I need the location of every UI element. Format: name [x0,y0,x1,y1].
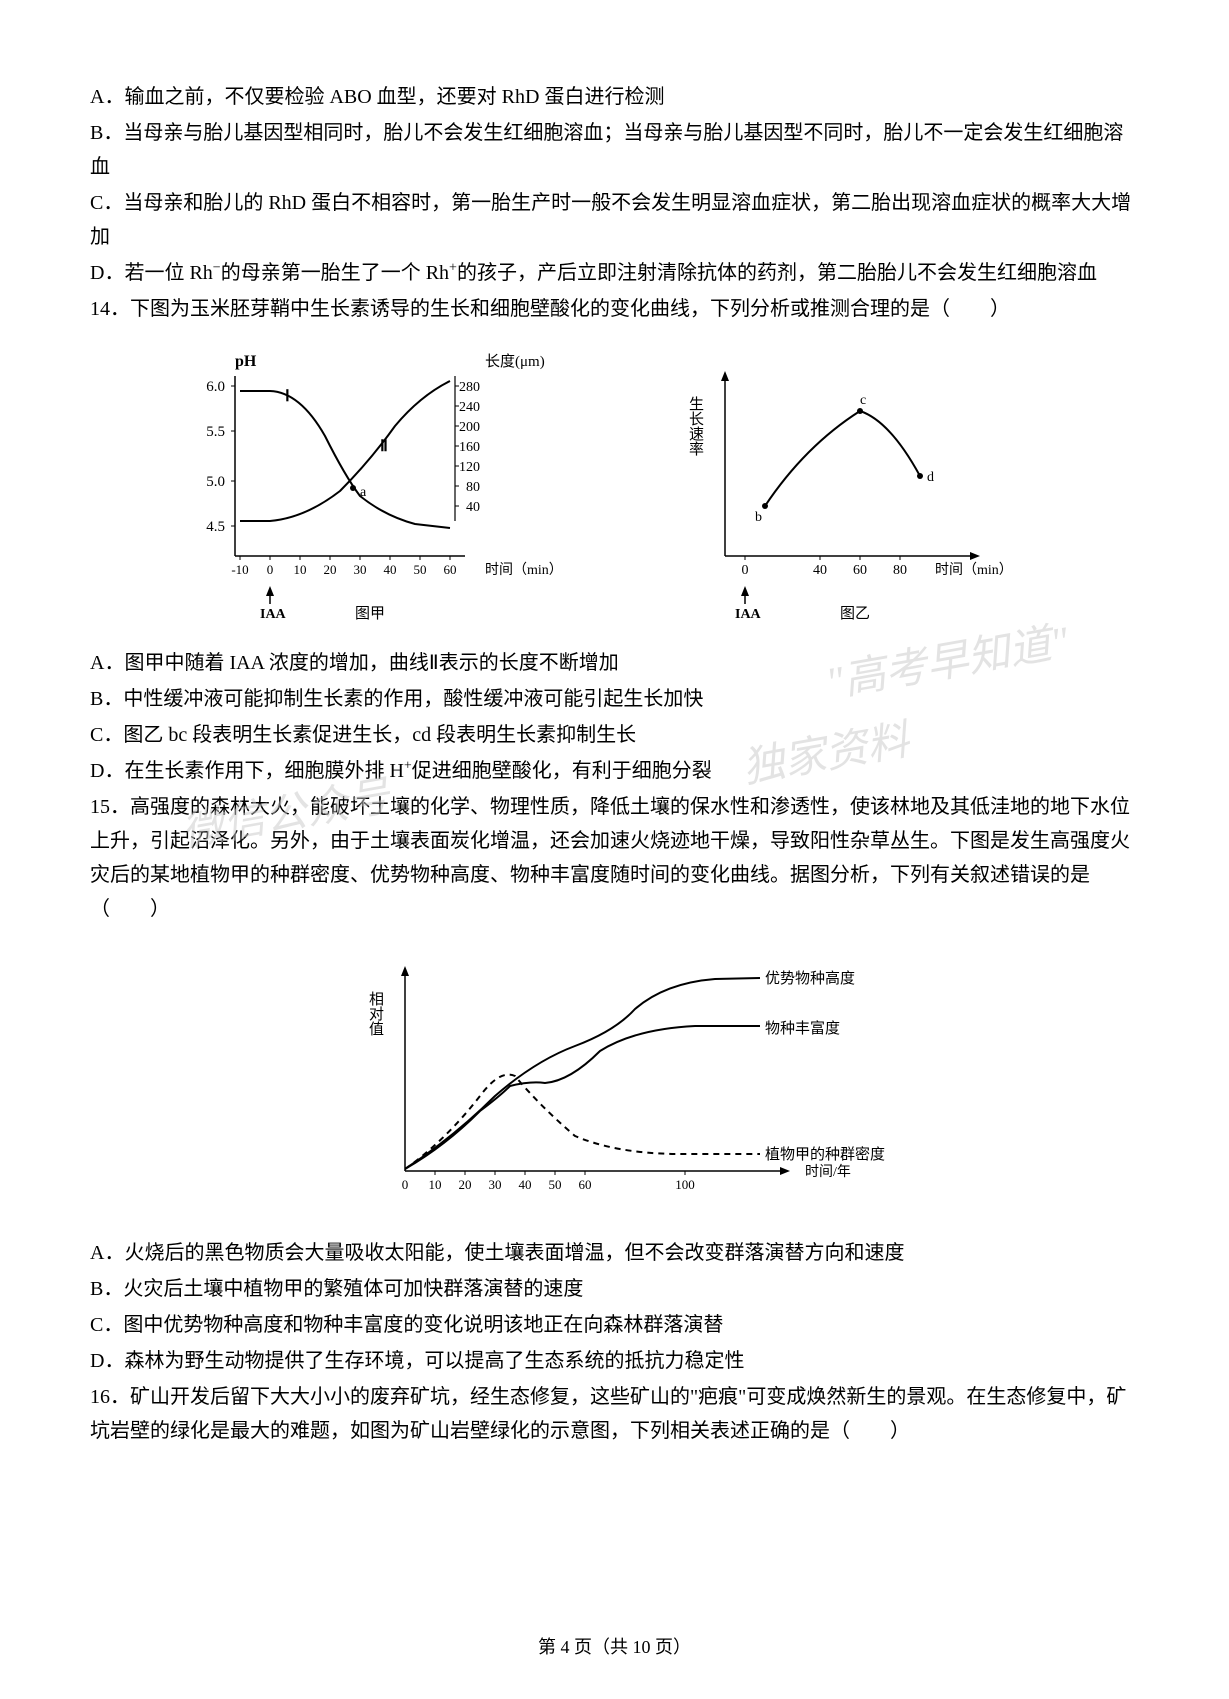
svg-text:Ⅱ: Ⅱ [380,438,388,455]
q15-opt-b: B．火灾后土壤中植物甲的繁殖体可加快群落演替的速度 [90,1272,1139,1306]
svg-text:60: 60 [853,563,867,578]
q15-opt-d: D．森林为野生动物提供了生存环境，可以提高了生态系统的抵抗力稳定性 [90,1344,1139,1378]
q15-opt-a: A．火烧后的黑色物质会大量吸收太阳能，使土壤表面增温，但不会改变群落演替方向和速… [90,1236,1139,1270]
page-footer: 第 4 页（共 10 页） [0,1633,1229,1659]
svg-text:80: 80 [893,563,907,578]
svg-text:c: c [860,393,866,408]
q14-opt-c: C．图乙 bc 段表明生长素促进生长，cd 段表明生长素抑制生长 [90,718,1139,752]
svg-text:50: 50 [548,1177,561,1192]
q15-opt-c: C．图中优势物种高度和物种丰富度的变化说明该地正在向森林群落演替 [90,1308,1139,1342]
svg-text:240: 240 [459,400,480,415]
q13-opt-a: A．输血之前，不仅要检验 ABO 血型，还要对 RhD 蛋白进行检测 [90,80,1139,114]
svg-text:d: d [927,470,934,485]
svg-text:160: 160 [459,440,480,455]
svg-text:40: 40 [383,562,396,577]
svg-text:Ⅰ: Ⅰ [285,388,290,405]
svg-text:图乙: 图乙 [840,605,870,622]
svg-text:IAA: IAA [735,607,762,622]
q13-opt-c: C．当母亲和胎儿的 RhD 蛋白不相容时，第一胎生产时一般不会发生明显溶血症状，… [90,186,1139,254]
svg-text:生长速率: 生长速率 [687,396,704,456]
svg-text:20: 20 [323,562,336,577]
q14-opt-b: B．中性缓冲液可能抑制生长素的作用，酸性缓冲液可能引起生长加快 [90,682,1139,716]
svg-text:物种丰富度: 物种丰富度 [765,1019,840,1037]
svg-text:10: 10 [428,1177,441,1192]
svg-text:80: 80 [466,480,480,495]
svg-text:a: a [360,485,367,500]
svg-text:pH: pH [235,353,257,370]
svg-text:50: 50 [413,562,426,577]
svg-text:长度(μm): 长度(μm) [485,353,545,370]
svg-text:40: 40 [466,500,480,515]
svg-text:图甲: 图甲 [355,605,385,622]
svg-text:0: 0 [266,562,273,577]
svg-text:时间/年: 时间/年 [805,1164,851,1180]
svg-text:4.5: 4.5 [206,519,225,535]
svg-text:时间（min）: 时间（min） [485,562,563,578]
svg-text:100: 100 [675,1177,695,1192]
svg-text:20: 20 [458,1177,471,1192]
svg-text:120: 120 [459,460,480,475]
svg-text:0: 0 [401,1177,408,1192]
svg-text:10: 10 [293,562,306,577]
q16-stem: 16．矿山开发后留下大大小小的废弃矿坑，经生态修复，这些矿山的"疤痕"可变成焕然… [90,1380,1139,1448]
svg-text:40: 40 [518,1177,531,1192]
svg-text:280: 280 [459,380,480,395]
svg-text:60: 60 [578,1177,591,1192]
svg-text:0: 0 [741,563,748,578]
svg-text:b: b [755,510,762,525]
chart-yi: 生长速率 0 40 60 80 时间（min） IAA 图乙 b c d [665,346,1045,626]
svg-text:6.0: 6.0 [206,379,225,395]
chart-jia: pH 6.0 5.5 5.0 4.5 长度(μm) 280 240 200 16… [185,346,605,626]
svg-text:IAA: IAA [260,607,287,622]
svg-text:40: 40 [813,563,827,578]
svg-text:30: 30 [353,562,366,577]
svg-text:200: 200 [459,420,480,435]
q14-stem: 14．下图为玉米胚芽鞘中生长素诱导的生长和细胞壁酸化的变化曲线，下列分析或推测合… [90,292,1139,326]
q15-stem: 15．高强度的森林大火，能破坏土壤的化学、物理性质，降低土壤的保水性和渗透性，使… [90,790,1139,926]
chart-q15: 相对值 0 10 20 30 40 50 60 100 时间/年 优势物种高度 … [315,941,915,1221]
q13-opt-d: D．若一位 Rh−的母亲第一胎生了一个 Rh+的孩子，产后立即注射清除抗体的药剂… [90,256,1139,290]
svg-text:植物甲的种群密度: 植物甲的种群密度 [765,1146,885,1163]
q14-opt-d: D．在生长素作用下，细胞膜外排 H+促进细胞壁酸化，有利于细胞分裂 [90,754,1139,788]
svg-text:5.5: 5.5 [206,424,225,440]
q14-opt-a: A．图甲中随着 IAA 浓度的增加，曲线Ⅱ表示的长度不断增加 [90,646,1139,680]
q14-charts: pH 6.0 5.5 5.0 4.5 长度(μm) 280 240 200 16… [90,346,1139,626]
svg-text:优势物种高度: 优势物种高度 [765,970,855,987]
svg-text:-10: -10 [231,562,248,577]
svg-text:相对值: 相对值 [367,991,384,1036]
q13-opt-b: B．当母亲与胎儿基因型相同时，胎儿不会发生红细胞溶血；当母亲与胎儿基因型不同时，… [90,116,1139,184]
svg-text:60: 60 [443,562,456,577]
svg-text:5.0: 5.0 [206,474,225,490]
svg-text:30: 30 [488,1177,501,1192]
svg-text:时间（min）: 时间（min） [935,562,1013,578]
